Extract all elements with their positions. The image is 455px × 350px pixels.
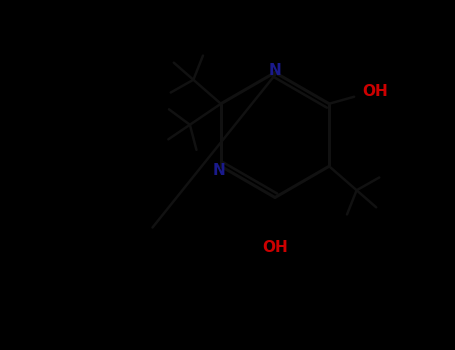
Text: OH: OH <box>362 84 388 99</box>
Text: N: N <box>212 163 225 178</box>
Text: N: N <box>268 63 281 78</box>
Text: OH: OH <box>262 240 288 256</box>
